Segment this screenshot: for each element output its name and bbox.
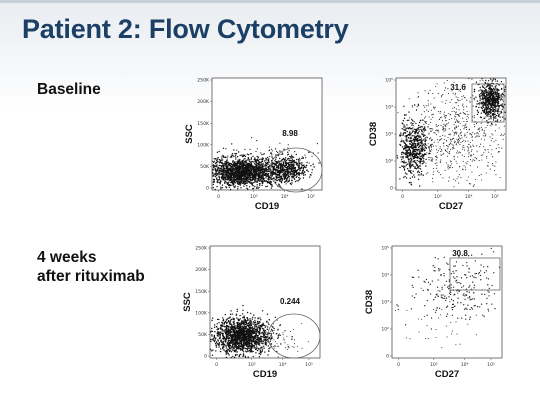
plot-baseline-ssc-cd19-svg: 8.98 250K 200K 150K 100K 50K 0 0 10³ 10⁴ 10⁵ CD1… <box>184 78 323 212</box>
x-axis-label: CD27 <box>439 201 463 212</box>
y-tick-label: 10³ <box>381 300 389 306</box>
y-tick-label: 250K <box>195 246 208 252</box>
baseline-label: Baseline <box>37 81 101 98</box>
plot-baseline-cd38-cd27: 31.6 10⁵ 10⁴ 10³ 10² 0 0 10³ 10⁴ 10⁵ CD27 CD38 <box>368 72 518 222</box>
x-tick-label: 10⁴ <box>279 362 287 368</box>
y-tick-label: 10⁵ <box>385 78 393 84</box>
plot-post-cd38-cd27-svg: 30.8 10⁵ 10⁴ 10³ 10² 0 0 10³ 10⁴ 10⁵ CD27 CD38 <box>364 245 503 380</box>
y-tick-label: 150K <box>197 121 210 127</box>
plot-baseline-ssc-cd19: 8.98 250K 200K 150K 100K 50K 0 0 10³ 10⁴ 10⁵ CD1… <box>184 72 334 222</box>
y-tick-label: 50K <box>200 164 210 170</box>
x-tick-label: 0 <box>217 194 220 200</box>
top-rule <box>0 0 540 3</box>
x-tick-label: 10⁵ <box>491 194 499 200</box>
y-tick-label: 50K <box>198 332 208 338</box>
y-tick-label: 100K <box>195 310 208 316</box>
y-tick-label: 200K <box>195 267 208 273</box>
slide-title: Patient 2: Flow Cytometry <box>22 14 349 44</box>
plot-post-ssc-cd19: 0.244 250K 200K 150K 100K 50K 0 0 10³ 10⁴ 10⁵ CD… <box>182 240 332 390</box>
x-tick-label: 10⁵ <box>487 362 495 368</box>
y-axis-label: SSC <box>184 124 195 144</box>
y-tick-label: 0 <box>206 186 209 192</box>
gate-value: 30.8 <box>452 249 468 258</box>
y-axis-label: CD38 <box>368 122 379 146</box>
gate-box <box>449 257 501 291</box>
y-tick-label: 150K <box>195 289 208 295</box>
x-tick-label: 10³ <box>250 194 258 200</box>
y-axis-label: CD38 <box>364 290 375 314</box>
x-tick-label: 10³ <box>430 362 438 368</box>
y-tick-label: 10⁴ <box>381 273 389 279</box>
gate-ellipse <box>267 313 321 359</box>
event-dots <box>212 137 320 191</box>
x-axis-label: CD19 <box>255 201 279 212</box>
gate-value: 31.6 <box>450 83 466 92</box>
y-tick-label: 250K <box>197 78 210 84</box>
x-tick-label: 0 <box>401 194 404 200</box>
y-tick-label: 200K <box>197 99 210 105</box>
plot-post-cd38-cd27: 30.8 10⁵ 10⁴ 10³ 10² 0 0 10³ 10⁴ 10⁵ CD27 CD38 <box>364 240 514 390</box>
x-tick-label: 10³ <box>248 362 256 368</box>
x-axis-label: CD27 <box>435 369 459 380</box>
plot-frame <box>391 245 503 359</box>
event-dots <box>209 304 309 359</box>
x-tick-label: 10⁵ <box>305 362 313 368</box>
y-tick-label: 10⁵ <box>381 246 389 252</box>
y-tick-label: 10³ <box>385 132 393 138</box>
x-tick-label: 0 <box>215 362 218 368</box>
gate-ellipse <box>269 147 323 193</box>
plot-post-ssc-cd19-svg: 0.244 250K 200K 150K 100K 50K 0 0 10³ 10⁴ 10⁵ CD… <box>182 245 321 380</box>
gate-box <box>471 83 505 123</box>
y-tick-label: 0 <box>386 354 389 360</box>
y-tick-label: 100K <box>197 142 210 148</box>
event-dots <box>394 247 501 349</box>
y-tick-label: 0 <box>204 354 207 360</box>
x-tick-label: 10⁵ <box>307 194 315 200</box>
y-tick-label: 10² <box>385 159 393 165</box>
x-tick-label: 10⁴ <box>465 194 473 200</box>
y-tick-label: 10⁴ <box>385 105 393 111</box>
y-tick-label: 10² <box>381 327 389 333</box>
y-tick-label: 0 <box>390 186 393 192</box>
x-axis-label: CD19 <box>253 369 277 380</box>
plot-baseline-cd38-cd27-svg: 31.6 10⁵ 10⁴ 10³ 10² 0 0 10³ 10⁴ 10⁵ CD27 CD38 <box>368 78 507 212</box>
post-rituximab-label-line2: after rituximab <box>37 268 145 285</box>
x-tick-label: 10³ <box>434 194 442 200</box>
x-tick-label: 10⁴ <box>461 362 469 368</box>
x-tick-label: 10⁴ <box>281 194 289 200</box>
event-dots <box>396 78 507 188</box>
y-axis-label: SSC <box>182 292 193 312</box>
post-rituximab-label-line1: 4 weeks <box>37 249 97 266</box>
x-tick-label: 0 <box>397 362 400 368</box>
gate-value: 0.244 <box>280 297 301 306</box>
plot-frame <box>209 245 321 359</box>
gate-value: 8.98 <box>282 129 298 138</box>
